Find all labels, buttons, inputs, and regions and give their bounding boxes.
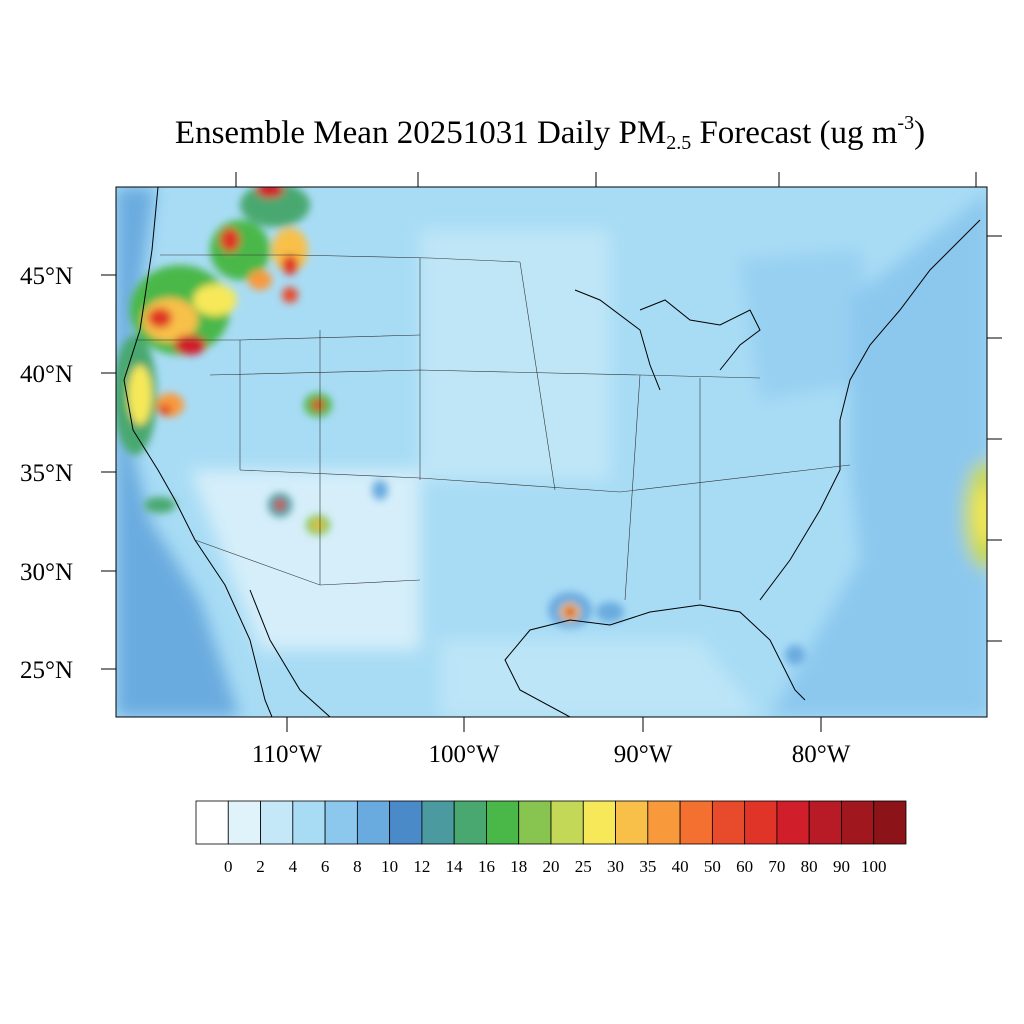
title-subscript: 2.5: [666, 132, 692, 154]
state-borders: [135, 254, 851, 601]
lat-label-25: 25°N: [20, 657, 73, 684]
coastlines: [123, 187, 981, 717]
plains-light: [420, 230, 610, 480]
colorbar-swatch: [582, 800, 616, 845]
colorbar-label: 90: [833, 857, 850, 876]
colorbar-label: 35: [639, 857, 656, 876]
colorbar-swatch: [195, 800, 229, 845]
colorbar-swatch: [744, 800, 778, 845]
colorbar-label: 10: [381, 857, 398, 876]
colorbar-swatch: [292, 800, 326, 845]
smoke-plumes: [116, 187, 805, 665]
colorbar-swatch: [486, 800, 520, 845]
colorbar-swatch: [389, 800, 423, 845]
colorbar-swatch: [615, 800, 649, 845]
colorbar-swatch: [647, 800, 681, 845]
lat-label-40: 40°N: [20, 361, 73, 388]
colorbar-swatch: [421, 800, 455, 845]
colorbar-swatch: [356, 800, 391, 845]
colorbar-label: 4: [289, 857, 298, 876]
title-prefix: Ensemble Mean 20251031 Daily PM: [174, 115, 667, 151]
colorbar-label: 40: [672, 857, 689, 876]
title-superscript: -3: [897, 112, 915, 134]
title-suffix: ): [914, 115, 926, 151]
colorbar-label: 70: [768, 857, 785, 876]
gulf-region: [440, 640, 760, 717]
map-title: Ensemble Mean 20251031 Daily PM2.5 Forec…: [0, 112, 1024, 155]
colorbar-label: 25: [575, 857, 592, 876]
colorbar-label: 60: [736, 857, 753, 876]
colorbar-label: 0: [224, 857, 233, 876]
colorbar-label: 2: [256, 857, 265, 876]
lon-label-80: 80°W: [792, 741, 851, 768]
lat-label-35: 35°N: [20, 460, 73, 487]
colorbar-swatch: [324, 800, 358, 845]
colorbar-label: 20: [543, 857, 560, 876]
colorbar-swatch: [711, 800, 746, 845]
colorbar-label: 50: [704, 857, 721, 876]
colorbar-label: 14: [446, 857, 464, 876]
colorbar-swatch: [453, 800, 487, 845]
title-middle: Forecast (ug m: [691, 115, 898, 151]
colorbar-label: 8: [353, 857, 362, 876]
colorbar-swatch: [841, 800, 875, 845]
colorbar: 0 2 4 6 8 10 12 14 16 18 20 25 30 35 40 50 60 70 80 90 100: [195, 800, 907, 876]
lat-label-30: 30°N: [20, 559, 73, 586]
pacific-ocean: [116, 187, 240, 717]
colorbar-label: 16: [478, 857, 495, 876]
colorbar-label: 30: [607, 857, 624, 876]
colorbar-swatch: [873, 800, 907, 845]
colorbar-label: 18: [510, 857, 527, 876]
lat-label-45: 45°N: [20, 263, 73, 290]
colorbar-swatch: [550, 800, 584, 845]
northeast-haze: [740, 250, 880, 400]
colorbar-label: 80: [801, 857, 818, 876]
map-ticks: [101, 172, 1002, 732]
concentration-field: [116, 187, 987, 717]
colorbar-label: 100: [861, 857, 887, 876]
atlantic-ocean: [770, 192, 987, 717]
colorbar-swatch: [260, 800, 294, 845]
colorbar-label: 6: [321, 857, 330, 876]
longitude-labels: 110°W 100°W 90°W 80°W: [252, 741, 851, 768]
colorbar-swatch: [776, 800, 810, 845]
lon-label-100: 100°W: [428, 741, 499, 768]
southwest-light: [190, 470, 420, 650]
map-frame: [115, 186, 988, 718]
colorbar-swatch: [679, 800, 713, 845]
lon-label-90: 90°W: [614, 741, 673, 768]
lon-label-110: 110°W: [252, 741, 323, 768]
colorbar-swatch: [227, 800, 261, 845]
colorbar-label: 12: [413, 857, 430, 876]
latitude-labels: 45°N 40°N 35°N 30°N 25°N: [20, 263, 73, 684]
map-field: [116, 187, 987, 717]
colorbar-swatch: [808, 800, 842, 845]
colorbar-swatch: [518, 800, 552, 845]
